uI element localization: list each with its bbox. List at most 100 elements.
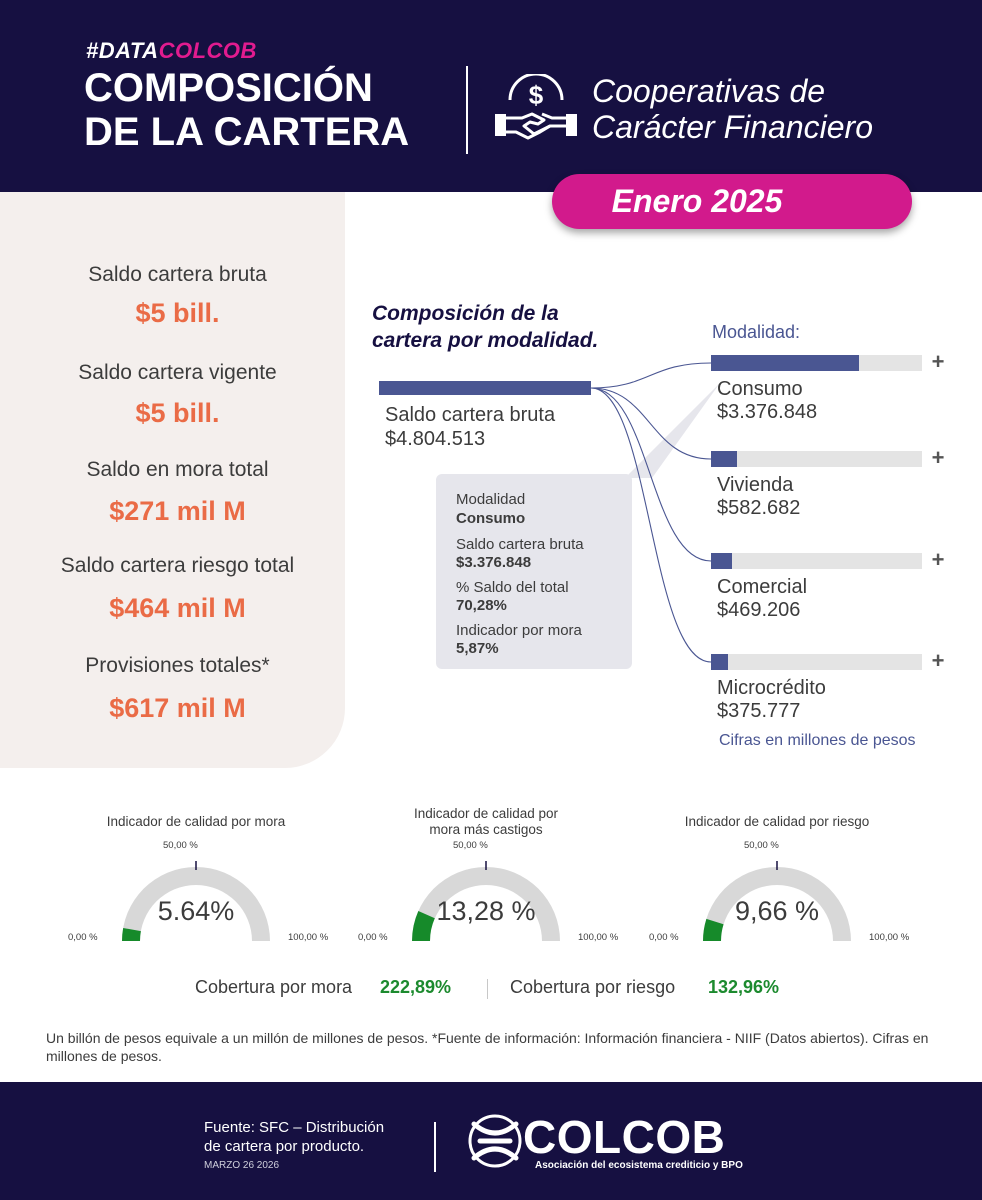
tooltip-pointer	[625, 383, 720, 478]
total-label-block: Saldo cartera bruta $4.804.513	[385, 403, 555, 451]
coverage-divider	[487, 979, 488, 999]
gauge-mid-label: 50,00 %	[163, 840, 198, 851]
connector-microcredito	[590, 387, 712, 663]
page-title-line1: COMPOSICIÓN	[84, 66, 373, 110]
gauge-title-line: Indicador de calidad por riesgo	[684, 814, 870, 829]
category-label-consumo: Consumo	[717, 378, 803, 400]
bar-fill-comercial	[711, 553, 732, 569]
gauge-fill	[122, 927, 141, 941]
tooltip-mora-label: Indicador por mora	[456, 622, 582, 639]
page-title-line2: DE LA CARTERA	[84, 110, 410, 154]
gauge-min-label: 0,00 %	[68, 932, 98, 943]
gauge-value: 13,28 %	[436, 896, 536, 926]
gauge-title-line: Indicador de calidad por	[413, 806, 559, 821]
tooltip-mora-value: 5,87%	[456, 640, 499, 657]
colcob-logo-text: COLCOB	[523, 1111, 726, 1163]
date-pill	[552, 174, 912, 229]
composition-connectors	[590, 362, 720, 663]
gauge-svg	[412, 861, 560, 941]
category-value-consumo: $3.376.848	[717, 401, 818, 423]
tooltip-pct-label: % Saldo del total	[456, 579, 569, 596]
gauge-max-label: 100,00 %	[869, 932, 910, 943]
gauge-title: Indicador de calidad por mora más castigo…	[346, 806, 626, 838]
colcob-logo-icon	[468, 1114, 522, 1168]
summary-label-riesgo-total: Saldo cartera riesgo total	[60, 554, 295, 577]
modalidad-heading: Modalidad:	[712, 322, 801, 342]
bar-fill-consumo	[711, 355, 860, 371]
composition-title-line1: Composición de la	[372, 302, 559, 325]
entity-subtitle-line1: Cooperativas de	[592, 73, 826, 109]
category-label-block: Vivienda $582.682	[717, 474, 800, 520]
hashtag-data: #DATA	[86, 38, 159, 63]
header-divider	[466, 66, 468, 154]
tooltip-modalidad-value: Consumo	[456, 510, 526, 527]
category-label-block: Consumo $3.376.848	[717, 378, 817, 424]
expand-vivienda-button[interactable]: +	[931, 445, 945, 470]
bar-fill-vivienda	[711, 451, 737, 467]
footer-date: MARZO 26 2026	[204, 1160, 280, 1171]
handshake-money-icon: $	[495, 74, 577, 140]
header-banner	[0, 0, 982, 192]
date-label: Enero 2025	[611, 183, 783, 219]
gauge-svg	[122, 861, 270, 941]
gauge-mid-label: 50,00 %	[453, 840, 488, 851]
gauge-fill	[703, 918, 724, 941]
gauge-track	[703, 867, 851, 941]
gauge-title: Indicador de calidad por riesgo	[637, 814, 917, 830]
bar-track-vivienda	[711, 451, 922, 467]
footer-divider	[434, 1122, 436, 1172]
tooltip-saldo-label: Saldo cartera bruta	[456, 536, 584, 553]
gauge-min-label: 0,00 %	[649, 932, 679, 943]
coverage-riesgo-value: 132,96%	[708, 977, 780, 997]
category-label-block: Microcrédito $375.777	[717, 677, 826, 723]
connector-comercial	[590, 387, 712, 562]
bar-track-comercial	[711, 553, 922, 569]
category-value-comercial: $469.206	[717, 599, 801, 621]
summary-value-cartera-bruta: $5 bill.	[135, 298, 220, 328]
summary-label-cartera-bruta: Saldo cartera bruta	[88, 263, 267, 286]
source-line2: de cartera por producto.	[204, 1138, 365, 1155]
category-label-block: Comercial $469.206	[717, 576, 807, 622]
gauge-svg	[703, 861, 851, 941]
total-value: $4.804.513	[385, 428, 486, 450]
coverage-mora-value: 222,89%	[380, 977, 452, 997]
gauge-max-label: 100,00 %	[578, 932, 619, 943]
gauge-min-label: 0,00 %	[358, 932, 388, 943]
units-note: Cifras en millones de pesos	[719, 732, 916, 749]
summary-label-provisiones: Provisiones totales*	[85, 654, 270, 677]
hashtag-colcob: COLCOB	[158, 38, 257, 63]
summary-panel	[0, 192, 345, 768]
category-value-vivienda: $582.682	[717, 497, 801, 519]
tooltip-saldo-value: $3.376.848	[456, 554, 532, 571]
gauge-value: 5.64%	[157, 896, 235, 926]
gauge-title: Indicador de calidad por mora	[56, 814, 336, 830]
composition-title: Composición de la cartera por modalidad.	[372, 300, 598, 354]
summary-value-provisiones: $617 mil M	[109, 693, 246, 723]
entity-subtitle: Cooperativas de Carácter Financiero	[592, 73, 873, 145]
summary-label-cartera-vigente: Saldo cartera vigente	[78, 361, 277, 384]
gauge-title-line: mora más castigos	[429, 822, 543, 837]
tooltip-card	[436, 474, 632, 669]
summary-value-riesgo-total: $464 mil M	[109, 593, 246, 623]
source-line1: Fuente: SFC – Distribución	[204, 1119, 385, 1136]
source-text: Fuente: SFC – Distribución de cartera po…	[204, 1118, 384, 1156]
gauge-value: 9,66 %	[734, 896, 820, 926]
connector-vivienda	[590, 387, 712, 460]
summary-label-mora-total: Saldo en mora total	[86, 458, 269, 481]
gauge-title-line: Indicador de calidad por mora	[106, 814, 286, 829]
gauge-track	[412, 867, 560, 941]
summary-value-mora-total: $271 mil M	[109, 496, 246, 526]
expand-microcredito-button[interactable]: +	[931, 648, 945, 673]
summary-value-cartera-vigente: $5 bill.	[135, 398, 220, 428]
colcob-logo-subtitle: Asociación del ecosistema crediticio y B…	[535, 1160, 743, 1171]
gauge-fill	[412, 911, 435, 941]
hashtag: #DATACOLCOB	[86, 38, 257, 64]
expand-comercial-button[interactable]: +	[931, 547, 945, 572]
category-label-microcredito: Microcrédito	[717, 677, 826, 699]
category-value-microcredito: $375.777	[717, 700, 801, 722]
tooltip-pct-value: 70,28%	[456, 597, 507, 614]
expand-consumo-button[interactable]: +	[931, 349, 945, 374]
entity-subtitle-line2: Carácter Financiero	[592, 109, 873, 145]
bar-track-microcredito	[711, 654, 922, 670]
gauge-mid-label: 50,00 %	[744, 840, 779, 851]
